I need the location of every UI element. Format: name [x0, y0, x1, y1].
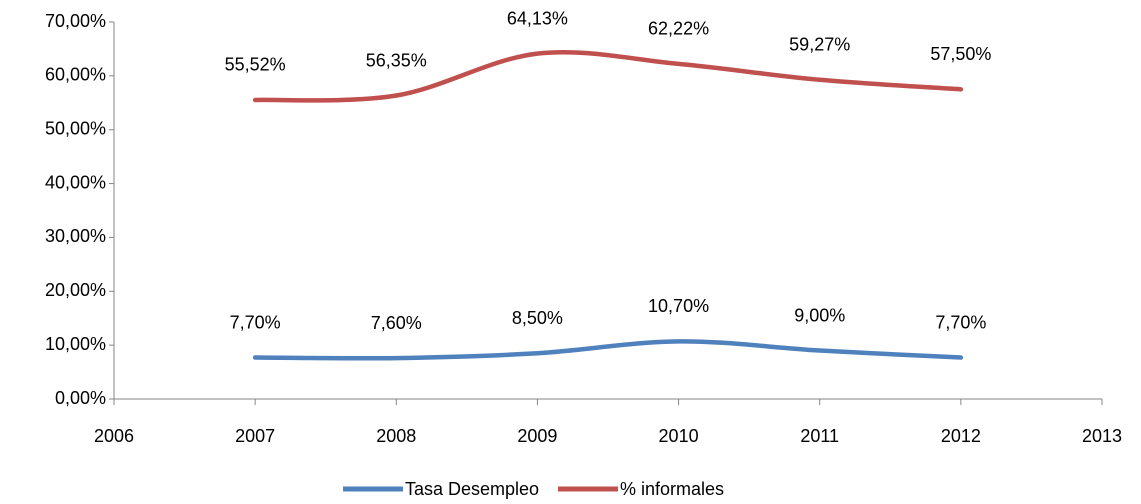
series-line [252, 339, 964, 361]
data-label: 56,35% [366, 50, 427, 70]
x-tick-label: 2012 [941, 426, 981, 446]
legend-label: % informales [620, 479, 724, 499]
x-tick-label: 2010 [659, 426, 699, 446]
y-tick-label: 20,00% [45, 280, 106, 300]
data-label: 7,70% [230, 312, 281, 332]
y-tick-label: 60,00% [45, 65, 106, 85]
y-tick-label: 40,00% [45, 172, 106, 192]
data-label: 7,70% [935, 312, 986, 332]
x-tick-label: 2008 [376, 426, 416, 446]
data-label: 64,13% [507, 8, 568, 28]
y-tick-label: 70,00% [45, 11, 106, 31]
data-label: 8,50% [512, 308, 563, 328]
data-label: 9,00% [794, 305, 845, 325]
x-tick-label: 2007 [235, 426, 275, 446]
data-label: 7,60% [371, 313, 422, 333]
x-tick-label: 2013 [1082, 426, 1122, 446]
data-label: 57,50% [930, 44, 991, 64]
y-tick-label: 50,00% [45, 118, 106, 138]
data-label: 62,22% [648, 19, 709, 39]
y-tick-label: 30,00% [45, 226, 106, 246]
y-tick-label: 10,00% [45, 334, 106, 354]
data-label: 10,70% [648, 296, 709, 316]
series-line [252, 49, 964, 103]
x-tick-label: 2011 [800, 426, 839, 446]
legend-label: Tasa Desempleo [405, 479, 539, 499]
x-tick-label: 2006 [94, 426, 134, 446]
data-label: 55,52% [225, 55, 286, 75]
x-tick-label: 2009 [517, 426, 557, 446]
data-label: 59,27% [789, 35, 850, 55]
y-tick-label: 0,00% [55, 388, 106, 408]
